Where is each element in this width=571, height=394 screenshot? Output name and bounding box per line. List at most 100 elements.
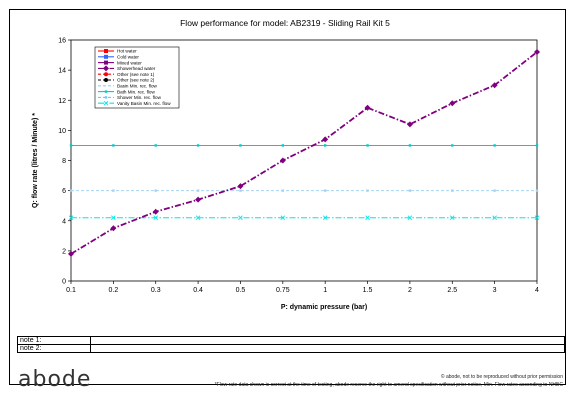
y-tick-label: 12 [58,98,66,105]
x-tick-label: 1.5 [363,287,373,294]
data-point [281,144,285,147]
legend-marker [104,78,108,82]
x-tick-label: 4 [535,287,539,294]
legend-label: Basin Min. rec. flow [117,84,158,89]
data-point [69,189,73,192]
legend-marker [104,96,108,99]
x-tick-label: 0.5 [236,287,246,294]
data-point [196,189,200,192]
legend-marker [104,49,108,53]
data-point [195,215,201,221]
legend-label: Other (see note 2) [117,78,155,83]
x-tick-label: 2 [408,287,412,294]
x-tick-label: 0.2 [108,287,118,294]
data-point [154,189,157,192]
data-point [449,215,455,221]
data-point [238,215,243,221]
data-point [449,100,456,107]
legend-label: Cold water [117,55,139,60]
disclaimer-text: *Flow rate data shown is correct at the … [214,382,563,388]
x-tick-label: 0.1 [66,287,76,294]
data-point [492,215,497,221]
y-tick-label: 2 [62,248,66,255]
chart-title: Flow performance for model: AB2319 - Sli… [180,18,390,28]
chart-frame [9,9,566,385]
data-point [364,104,371,111]
data-point [69,144,73,147]
legend-marker [103,100,109,106]
data-point [493,144,496,147]
data-point [239,189,242,192]
legend-label: Showerhead water [117,66,156,71]
data-point [111,215,116,221]
data-point [322,215,328,221]
data-point [110,225,117,232]
data-point [493,189,496,192]
data-point [534,215,540,221]
notes-table: note 1: note 2: [17,336,565,353]
legend-label: Vanity Basin Min. rec. flow [117,101,171,106]
legend-marker [104,54,108,59]
data-point [366,189,369,192]
data-point [535,189,539,192]
data-point [406,121,413,128]
data-point [408,144,412,147]
abode-logo: abode [18,367,92,392]
x-tick-label: 2.5 [447,287,457,294]
data-point [68,250,74,257]
y-tick-label: 6 [62,188,66,195]
data-point [152,208,159,215]
x-tick-label: 3 [493,287,497,294]
y-tick-label: 16 [58,38,66,45]
y-tick-label: 14 [58,68,66,75]
data-point [365,215,370,221]
y-axis-label: Q: flow rate (litres / Minute) * [32,113,39,208]
data-point [322,136,329,143]
legend-label: Other (see note 1) [117,72,155,77]
data-point [451,144,454,147]
data-point [237,183,244,190]
x-tick-label: 0.75 [276,287,290,294]
note-row: note 1: [17,336,565,345]
data-point [408,189,412,192]
data-point [196,144,200,147]
data-point [195,196,202,203]
legend-label: Hot water [117,49,137,54]
copyright-text: © abode, not to be reproduced without pr… [440,374,563,380]
legend-label: Mixed water [117,60,142,65]
data-point [366,144,369,147]
data-point [153,215,159,221]
legend-label: Bath Min. rec. flow [117,89,155,94]
data-point [535,144,539,147]
data-point [154,144,157,147]
y-tick-label: 10 [58,128,66,135]
note-2-label: note 2: [17,344,91,353]
legend-marker [104,90,108,93]
data-point [279,157,286,164]
note-1-label: note 1: [17,336,91,345]
data-point [68,215,74,221]
data-point [239,144,242,147]
data-point [323,189,327,192]
legend-label: Shower Min. rec. flow [117,95,162,100]
x-tick-label: 1 [323,287,327,294]
data-point [491,82,498,89]
legend-marker [103,65,109,72]
note-1-value [90,336,565,345]
y-tick-label: 0 [62,279,66,286]
note-row: note 2: [17,344,565,353]
series-line [70,51,538,255]
x-tick-label: 0.4 [193,287,203,294]
data-point [407,215,413,221]
y-tick-label: 8 [62,158,66,165]
data-point [281,189,285,192]
x-axis-label: P: dynamic pressure (bar) [281,304,367,311]
note-2-value [90,344,565,353]
legend-marker [104,72,108,77]
data-point [323,144,327,147]
data-point [112,189,115,192]
legend-marker [104,60,108,65]
data-point [280,215,286,221]
x-tick-label: 0.3 [151,287,161,294]
